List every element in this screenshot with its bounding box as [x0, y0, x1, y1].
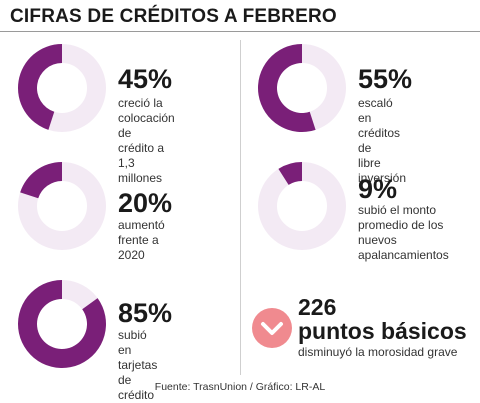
donut-chart-2: [18, 162, 106, 250]
stat-description: escaló en créditos de libre inversión: [358, 96, 407, 185]
chevron-down-glyph: [252, 308, 292, 348]
page-title: CIFRAS DE CRÉDITOS A FEBRERO: [10, 6, 337, 27]
stat-value: 20%: [118, 188, 173, 218]
title-divider: [0, 31, 480, 32]
stat-description: aumentó frente a 2020: [118, 218, 165, 262]
donut-track: [258, 162, 346, 250]
stat-value: 55%: [358, 64, 413, 94]
stat-value: 9%: [358, 174, 398, 204]
basis-points-unit: puntos básicos: [298, 318, 467, 344]
donut-segment: [20, 162, 63, 199]
donut-segment: [18, 280, 107, 368]
donut-segment: [258, 44, 316, 132]
stat-description: subió en tarjetas de crédito: [118, 328, 158, 402]
chevron-stroke: [261, 322, 283, 335]
donut-chart-1: [258, 44, 346, 132]
source-note: Fuente: TrasnUnion / Gráfico: LR-AL: [154, 381, 326, 393]
donut-chart-3: [258, 162, 346, 250]
stat-description: creció la colocación de crédito a 1,3 mi…: [118, 96, 175, 185]
basis-points-description: disminuyó la morosidad grave: [298, 345, 458, 359]
donut-chart-0: [17, 44, 106, 132]
basis-points-value: 226: [298, 294, 337, 320]
stat-description: subió el monto promedio de los nuevos ap…: [358, 203, 449, 262]
chevron-badge-circle: [252, 308, 292, 348]
donut-segment: [278, 162, 302, 185]
stat-value: 45%: [118, 64, 173, 94]
column-divider: [240, 40, 241, 375]
stat-value: 85%: [118, 298, 173, 328]
chevron-down-icon: [252, 308, 292, 348]
donut-segment: [17, 44, 62, 130]
donut-chart-4: [18, 280, 107, 368]
